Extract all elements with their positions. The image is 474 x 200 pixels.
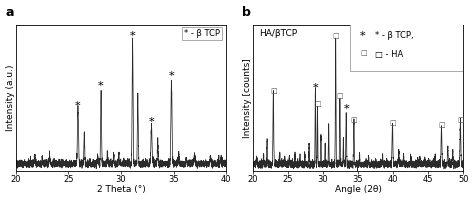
Text: □: □ (337, 93, 343, 99)
Text: *: * (360, 31, 366, 41)
Text: *: * (98, 81, 104, 91)
Text: □: □ (457, 117, 464, 123)
Text: *: * (343, 104, 349, 114)
Y-axis label: Intensity [counts]: Intensity [counts] (243, 58, 252, 138)
Text: * - β TCP,: * - β TCP, (375, 31, 413, 40)
Text: □: □ (389, 120, 396, 126)
Text: □: □ (351, 117, 357, 123)
Text: *: * (149, 117, 155, 127)
Text: b: b (242, 6, 251, 19)
Text: □ - HA: □ - HA (375, 50, 403, 59)
Text: * - β TCP: * - β TCP (184, 29, 220, 38)
Text: *: * (169, 71, 174, 81)
Text: □: □ (438, 122, 445, 128)
FancyBboxPatch shape (350, 23, 463, 71)
Text: □: □ (314, 101, 321, 107)
Text: *: * (75, 101, 81, 111)
Y-axis label: Intensity (a.u.): Intensity (a.u.) (6, 65, 15, 131)
Text: a: a (5, 6, 14, 19)
Text: *: * (312, 82, 318, 92)
Text: HA/βTCP: HA/βTCP (259, 29, 298, 38)
Text: □: □ (360, 50, 367, 56)
Text: *: * (130, 31, 136, 41)
X-axis label: 2 Theta (°): 2 Theta (°) (97, 185, 146, 194)
X-axis label: Angle (2θ): Angle (2θ) (335, 185, 382, 194)
Text: □: □ (332, 33, 339, 39)
Text: □: □ (270, 88, 277, 94)
